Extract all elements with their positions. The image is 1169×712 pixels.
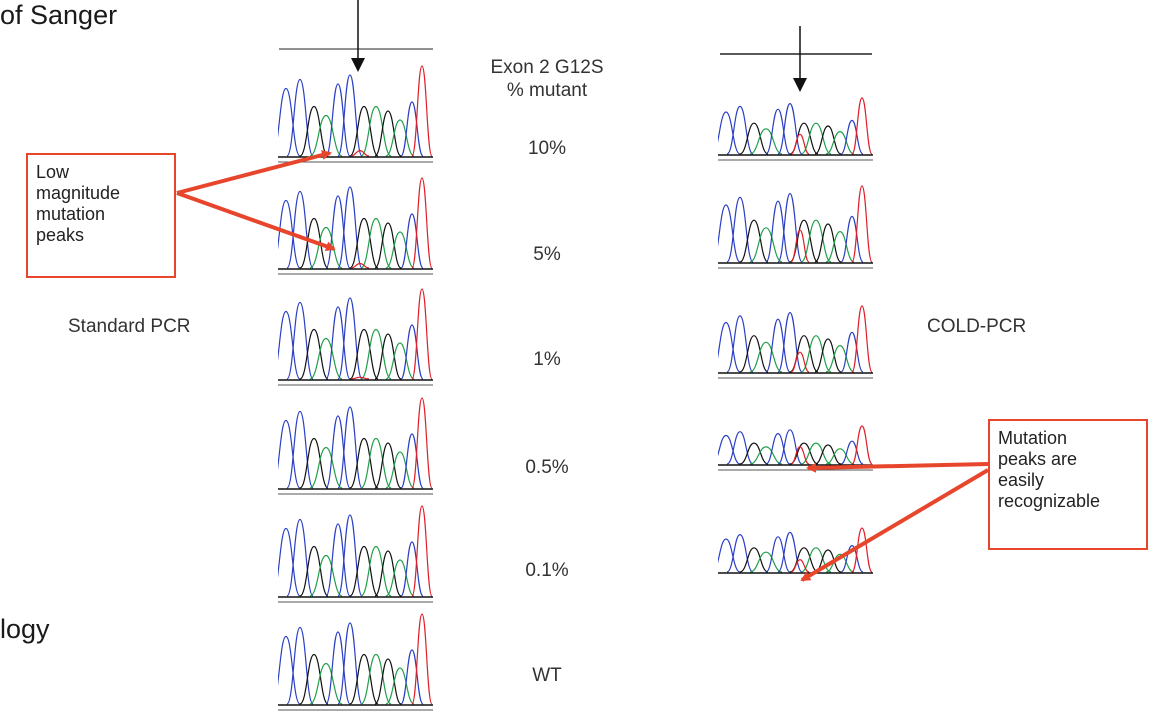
down-arrow-icon — [793, 26, 807, 92]
arrow-overlay — [176, 0, 990, 582]
callout-left-line-3: mutation — [36, 204, 106, 224]
row-label-wt: WT — [532, 665, 562, 686]
chromatogram-standard-0-1 — [278, 500, 433, 604]
method-label-standard-pcr: Standard PCR — [68, 316, 191, 337]
callout-left-line-2: magnitude — [36, 183, 121, 203]
callout-pointer-right-lower — [800, 468, 990, 582]
chromatogram-cold-10 — [718, 92, 873, 162]
text-fragment-bottom: logy — [0, 614, 50, 644]
chromatogram-standard-1 — [278, 283, 433, 387]
callout-left-line-4: peaks — [36, 225, 85, 245]
method-label-cold-pcr: COLD-PCR — [927, 316, 1027, 337]
chromatogram-cold-5 — [718, 180, 873, 270]
chromatogram-cold-1 — [718, 300, 873, 380]
down-arrow-icon — [351, 0, 365, 72]
callout-easily-recognizable: Mutation peaks are easily recognizable — [988, 419, 1148, 550]
row-label-0-5: 0.5% — [525, 457, 569, 478]
column-header-percent: % mutant — [506, 80, 588, 101]
chromatogram-standard-0-5 — [278, 392, 433, 496]
callout-pointer-left-upper — [176, 150, 332, 195]
row-label-1: 1% — [533, 349, 561, 370]
callout-left-line-1: Low — [36, 162, 70, 182]
callout-right-line-2: peaks are — [998, 449, 1078, 469]
chromatogram-standard-10 — [278, 60, 433, 164]
title-fragment-top: of Sanger — [0, 0, 118, 30]
callout-right-line-4: recognizable — [998, 491, 1101, 511]
callout-pointer-right-upper — [806, 462, 989, 473]
callout-right-line-3: easily — [998, 470, 1045, 490]
column-header-exon: Exon 2 G12S — [490, 57, 604, 78]
row-label-0-1: 0.1% — [525, 560, 569, 581]
callout-pointer-left-lower — [176, 191, 336, 252]
row-label-10: 10% — [527, 138, 567, 159]
row-label-5: 5% — [533, 244, 561, 265]
callout-right-line-1: Mutation — [998, 428, 1068, 448]
chromatogram-standard-5 — [278, 172, 433, 276]
callout-low-magnitude: Low magnitude mutation peaks — [26, 153, 176, 278]
chromatogram-cold-0-5 — [718, 420, 873, 472]
